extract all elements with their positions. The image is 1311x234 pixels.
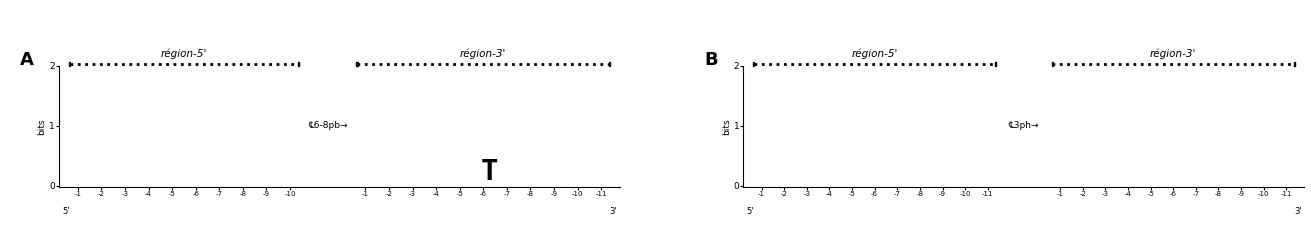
Bar [995, 62, 996, 66]
Text: V: V [342, 39, 359, 65]
Bar [1294, 62, 1295, 66]
Text: B: B [704, 51, 718, 69]
Text: région-3': région-3' [1150, 48, 1197, 59]
Bar [69, 62, 71, 66]
Text: région-5': région-5' [161, 48, 207, 59]
Bar [608, 62, 610, 66]
Text: T: T [481, 157, 498, 186]
Text: région-5': région-5' [851, 48, 898, 59]
Text: 5': 5' [63, 207, 69, 216]
Y-axis label: bits: bits [37, 118, 46, 135]
Text: 3': 3' [610, 207, 616, 216]
Bar [298, 62, 299, 66]
Bar [1051, 62, 1053, 66]
Text: ℄3ph→: ℄3ph→ [1008, 121, 1040, 130]
Text: ℄6-8pb→: ℄6-8pb→ [308, 121, 347, 130]
Text: 5': 5' [746, 207, 754, 216]
Bar [753, 62, 754, 66]
Text: T: T [992, 140, 1021, 185]
Text: 3': 3' [1294, 207, 1302, 216]
Y-axis label: bits: bits [722, 118, 730, 135]
Text: A: A [20, 51, 34, 69]
Text: région-3': région-3' [460, 48, 506, 59]
Bar [357, 62, 358, 66]
